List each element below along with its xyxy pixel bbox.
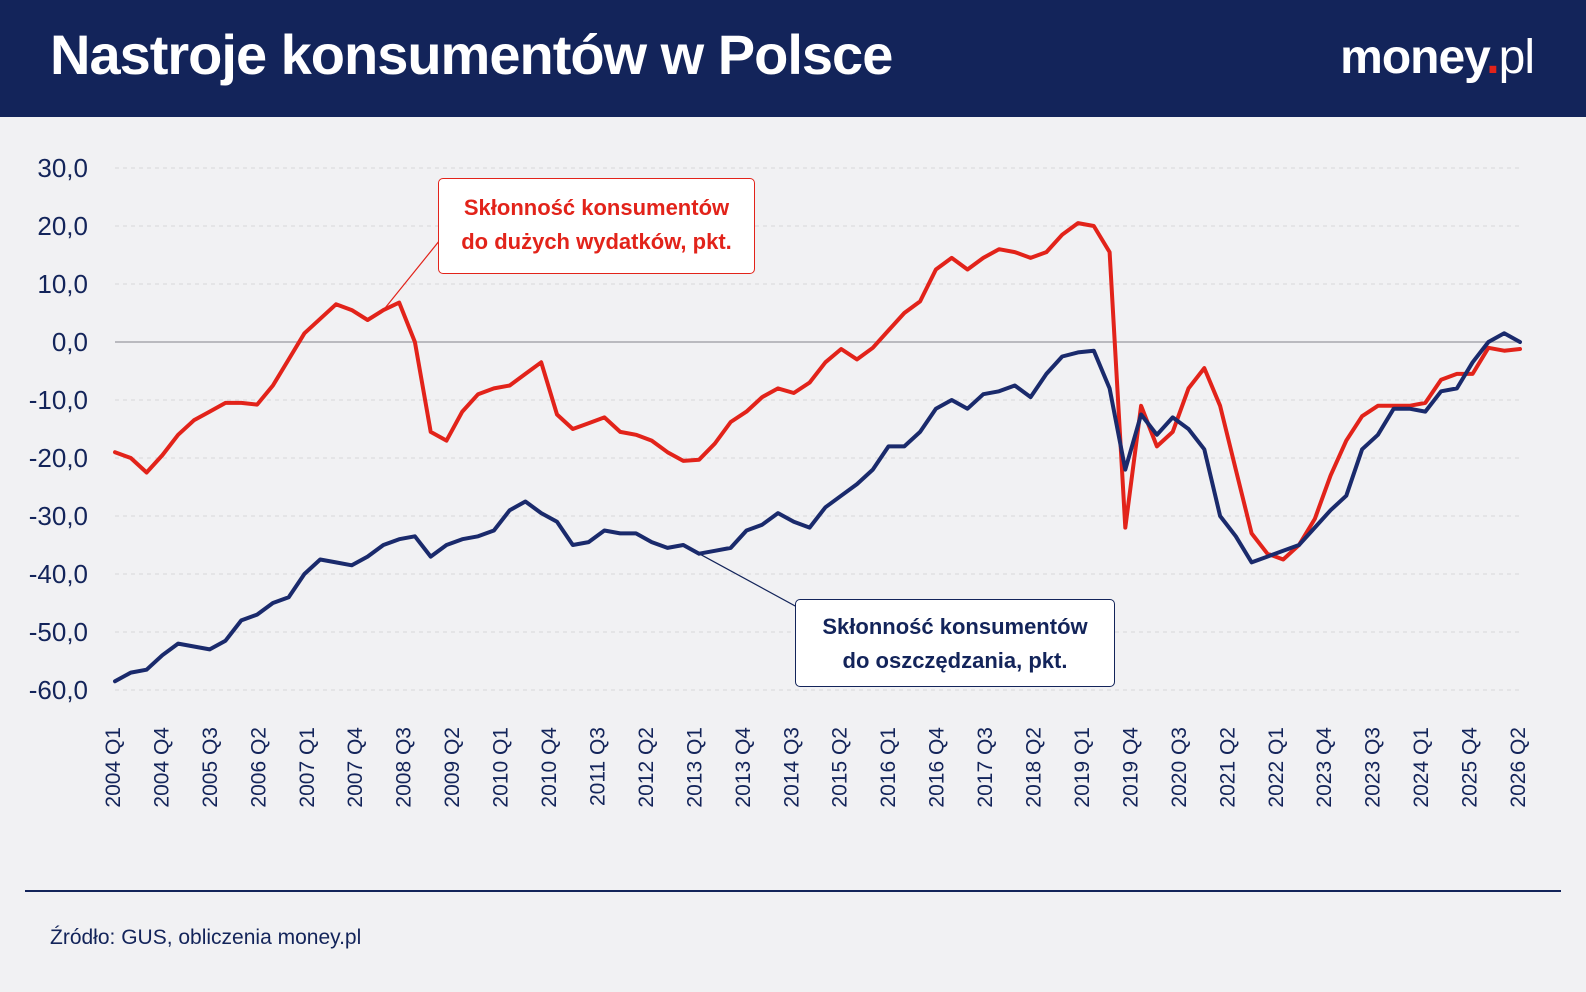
callout-saving-line2: do oszczędzania, pkt. <box>842 648 1068 673</box>
y-tick-label: 20,0 <box>37 211 88 241</box>
x-tick-label: 2004 Q1 <box>102 727 125 808</box>
series-line-saving <box>113 331 1522 684</box>
callout-spending: Skłonność konsumentów do dużych wydatków… <box>438 178 755 274</box>
money-pl-logo[interactable]: money.pl <box>1340 30 1535 85</box>
x-tick-label: 2005 Q3 <box>199 727 222 808</box>
x-tick-label: 2018 Q2 <box>1023 727 1046 808</box>
x-tick-label: 2022 Q1 <box>1265 727 1288 808</box>
x-tick-label: 2019 Q1 <box>1071 727 1094 808</box>
y-tick-label: 30,0 <box>37 153 88 183</box>
x-tick-label: 2020 Q3 <box>1168 727 1191 808</box>
x-tick-label: 2014 Q3 <box>780 727 803 808</box>
x-tick-label: 2011 Q3 <box>586 727 609 806</box>
callout-spending-line2: do dużych wydatków, pkt. <box>461 229 732 254</box>
y-tick-label: -10,0 <box>29 385 88 415</box>
y-tick-label: -60,0 <box>29 675 88 705</box>
y-tick-label: -50,0 <box>29 617 88 647</box>
x-tick-label: 2025 Q4 <box>1459 727 1482 808</box>
callout-spending-line1: Skłonność konsumentów <box>463 195 730 220</box>
x-tick-label: 2016 Q1 <box>877 727 900 808</box>
x-tick-label: 2019 Q4 <box>1119 727 1142 808</box>
callout-spending-leader <box>382 238 441 311</box>
x-tick-label: 2009 Q2 <box>441 727 464 808</box>
callout-saving-leader <box>698 553 798 640</box>
y-tick-label: 0,0 <box>52 327 88 357</box>
y-tick-label: 10,0 <box>37 269 88 299</box>
x-tick-label: 2010 Q4 <box>538 727 561 808</box>
x-tick-label: 2007 Q4 <box>344 727 367 808</box>
header-bar: Nastroje konsumentów w Polsce money.pl <box>0 0 1586 117</box>
footer-divider <box>25 890 1561 892</box>
logo-brand: money <box>1340 31 1487 84</box>
x-tick-label: 2013 Q4 <box>732 727 755 808</box>
callout-saving: Skłonność konsumentów do oszczędzania, p… <box>795 599 1115 687</box>
y-tick-label: -30,0 <box>29 501 88 531</box>
source-note: Źródło: GUS, obliczenia money.pl <box>50 926 362 949</box>
x-tick-label: 2015 Q2 <box>829 727 852 808</box>
logo-tld: pl <box>1498 31 1535 84</box>
x-tick-label: 2023 Q4 <box>1313 727 1336 808</box>
x-tick-label: 2026 Q2 <box>1507 727 1530 808</box>
x-tick-label: 2004 Q4 <box>150 727 173 808</box>
series-line-spending <box>113 221 1522 562</box>
callout-saving-line1: Skłonność konsumentów <box>822 614 1088 639</box>
x-tick-label: 2016 Q4 <box>926 727 949 808</box>
x-tick-label: 2017 Q3 <box>974 727 997 808</box>
x-tick-label: 2024 Q1 <box>1410 727 1433 808</box>
page-title: Nastroje konsumentów w Polsce <box>50 23 893 86</box>
x-tick-label: 2007 Q1 <box>296 727 319 808</box>
x-tick-label: 2006 Q2 <box>247 727 270 808</box>
x-tick-label: 2008 Q3 <box>393 727 416 808</box>
x-tick-label: 2012 Q2 <box>635 727 658 808</box>
y-tick-label: -20,0 <box>29 443 88 473</box>
logo-dot: . <box>1486 31 1499 84</box>
x-tick-label: 2010 Q1 <box>490 727 513 808</box>
x-tick-label: 2021 Q2 <box>1216 727 1239 808</box>
line-chart: 30,0 20,0 10,0 0,0 -10,0 -20,0 -30,0 -40,0 -50,0… <box>29 153 1530 808</box>
x-tick-label: 2023 Q3 <box>1362 727 1385 808</box>
x-tick-label: 2013 Q1 <box>683 727 706 808</box>
y-tick-label: -40,0 <box>29 559 88 589</box>
